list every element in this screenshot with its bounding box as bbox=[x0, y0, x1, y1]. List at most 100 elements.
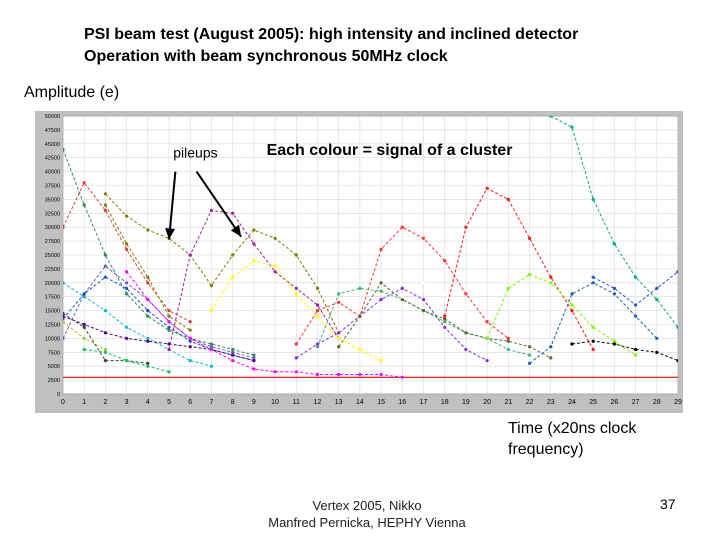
data-point bbox=[294, 356, 298, 360]
y-tick-label: 17500 bbox=[45, 295, 60, 301]
data-point bbox=[443, 259, 447, 263]
data-point bbox=[337, 331, 341, 335]
data-point bbox=[570, 303, 574, 307]
y-tick-label: 10000 bbox=[45, 336, 60, 342]
data-point bbox=[125, 325, 129, 329]
x-tick-label: 16 bbox=[398, 399, 406, 406]
data-point bbox=[485, 186, 489, 190]
title-line-2: Operation with beam synchronous 50MHz cl… bbox=[84, 48, 448, 65]
data-point bbox=[591, 339, 595, 343]
data-point bbox=[612, 292, 617, 296]
y-tick-label: 20000 bbox=[45, 281, 60, 287]
y-tick-label: 0 bbox=[57, 392, 60, 398]
data-point bbox=[549, 116, 553, 118]
y-tick-label: 27500 bbox=[45, 239, 60, 245]
data-point bbox=[103, 253, 107, 257]
x-tick-label: 22 bbox=[526, 399, 534, 406]
data-point bbox=[591, 281, 595, 285]
data-point bbox=[676, 270, 678, 274]
x-tick-label: 23 bbox=[547, 399, 555, 406]
x-tick-label: 19 bbox=[462, 399, 470, 406]
y-tick-label: 12500 bbox=[45, 323, 60, 329]
data-point bbox=[188, 339, 192, 343]
data-point bbox=[82, 203, 86, 207]
data-point bbox=[421, 297, 426, 302]
data-point bbox=[125, 270, 129, 274]
series-line bbox=[296, 287, 488, 362]
data-point bbox=[188, 345, 192, 349]
y-tick-label: 25000 bbox=[45, 253, 60, 259]
x-axis-label-line-2: frequency) bbox=[508, 441, 584, 458]
data-point bbox=[464, 225, 468, 229]
data-point bbox=[570, 292, 574, 296]
data-point bbox=[103, 208, 107, 213]
data-point bbox=[591, 275, 595, 279]
data-point bbox=[82, 336, 86, 340]
x-tick-label: 5 bbox=[167, 399, 171, 406]
data-point bbox=[528, 361, 532, 365]
data-point bbox=[209, 284, 213, 288]
data-point bbox=[400, 375, 404, 379]
data-point bbox=[167, 320, 171, 324]
data-point bbox=[146, 228, 150, 232]
data-point bbox=[464, 292, 468, 296]
x-tick-label: 26 bbox=[610, 399, 618, 406]
x-tick-label: 24 bbox=[568, 399, 576, 406]
data-point bbox=[103, 347, 107, 352]
data-point bbox=[103, 350, 107, 354]
data-point bbox=[379, 297, 383, 302]
data-point bbox=[273, 264, 277, 268]
series-line bbox=[444, 187, 594, 350]
data-point bbox=[464, 347, 468, 352]
data-point bbox=[655, 297, 659, 302]
x-tick-label: 9 bbox=[252, 399, 256, 406]
data-point bbox=[146, 364, 150, 368]
data-point bbox=[125, 286, 129, 290]
data-point bbox=[294, 286, 298, 290]
data-point bbox=[125, 242, 129, 246]
data-point bbox=[549, 281, 553, 285]
data-point bbox=[464, 309, 468, 313]
data-point bbox=[252, 228, 256, 232]
data-point bbox=[379, 359, 383, 363]
data-point bbox=[146, 361, 150, 365]
data-point bbox=[612, 286, 617, 290]
data-point bbox=[400, 295, 404, 299]
x-tick-label: 4 bbox=[146, 399, 150, 406]
data-point bbox=[634, 347, 638, 352]
x-tick-label: 12 bbox=[314, 399, 322, 406]
data-point bbox=[82, 292, 86, 296]
data-point bbox=[506, 197, 510, 201]
x-tick-label: 0 bbox=[61, 399, 65, 406]
data-point bbox=[188, 336, 192, 340]
data-point bbox=[612, 242, 617, 246]
series-line bbox=[63, 265, 255, 359]
y-tick-label: 47500 bbox=[45, 128, 60, 134]
data-point bbox=[591, 347, 595, 352]
data-point bbox=[549, 275, 553, 279]
y-axis-label: Amplitude (e) bbox=[24, 84, 120, 101]
series-line bbox=[63, 149, 255, 356]
series-line bbox=[63, 282, 212, 367]
x-tick-label: 21 bbox=[504, 399, 512, 406]
data-point bbox=[231, 359, 235, 363]
data-point bbox=[315, 314, 320, 318]
data-point bbox=[379, 281, 383, 285]
data-point bbox=[103, 309, 107, 313]
data-point bbox=[125, 336, 129, 340]
data-point bbox=[485, 320, 489, 324]
series-line bbox=[104, 204, 191, 331]
data-point bbox=[337, 300, 341, 304]
title-line-1: PSI beam test (August 2005): high intens… bbox=[84, 26, 579, 43]
data-point bbox=[421, 236, 426, 240]
x-tick-label: 27 bbox=[632, 399, 640, 406]
data-point bbox=[400, 225, 404, 229]
data-point bbox=[125, 281, 129, 285]
x-tick-label: 8 bbox=[231, 399, 235, 406]
y-tick-label: 40000 bbox=[45, 170, 60, 176]
data-point bbox=[379, 247, 383, 251]
data-point bbox=[146, 336, 150, 340]
arrow-head bbox=[165, 228, 176, 240]
data-point bbox=[146, 281, 150, 285]
series-line bbox=[63, 312, 148, 364]
